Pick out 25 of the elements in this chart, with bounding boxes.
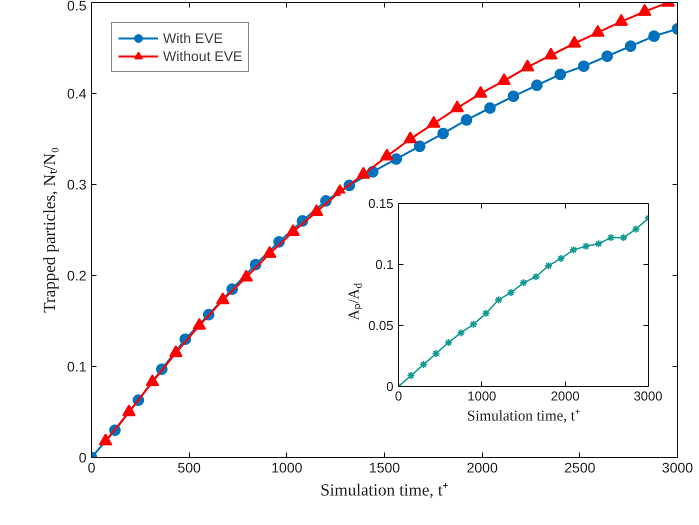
y-tick-label: 0 [386, 379, 394, 394]
x-tick-label: 3000 [634, 388, 662, 404]
x-tick-label: 2000 [466, 460, 498, 476]
x-axis-title: Simulation time, t⁺ [467, 408, 580, 424]
legend-label: With EVE [163, 29, 223, 47]
y-axis-title: Trapped particles, Nₜ/N₀ [40, 147, 60, 313]
x-tick-label: 2000 [550, 388, 580, 404]
y-tick-label: 0 [78, 450, 87, 466]
legend-label: Without EVE [163, 47, 242, 65]
x-tick-label: 3000 [662, 460, 694, 476]
y-tick-label: 0.1 [67, 358, 87, 374]
x-tick-label: 1500 [368, 460, 400, 476]
y-axis-title: Aₚ/Ad [346, 282, 364, 320]
x-axis-title: Simulation time, t⁺ [320, 480, 449, 500]
x-tick-label: 500 [177, 460, 202, 476]
y-tick-label: 0.3 [67, 176, 87, 192]
y-tick-label: 0.1 [375, 257, 394, 272]
y-tick-label: 0.4 [67, 86, 87, 102]
x-tick-label: 1000 [467, 388, 496, 404]
y-tick-label: 0.15 [368, 196, 394, 211]
y-tick-label: 0.05 [368, 318, 394, 333]
y-tick-label: 0.2 [67, 268, 87, 284]
y-tick-label: 0.5 [67, 0, 87, 14]
x-tick-label: 2500 [564, 460, 596, 476]
x-tick-label: 1000 [271, 460, 303, 476]
